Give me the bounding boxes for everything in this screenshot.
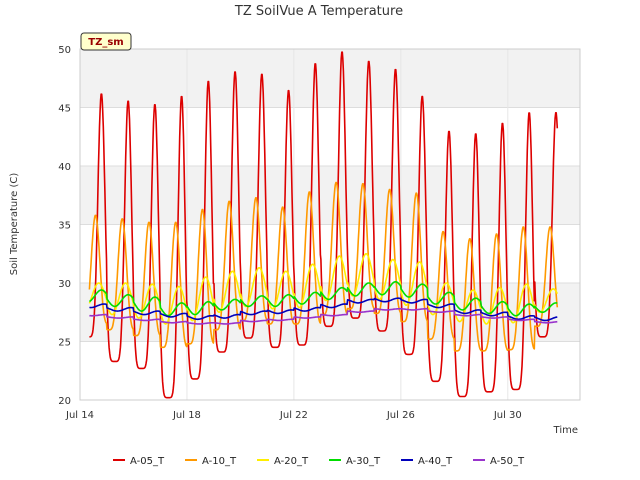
- x-tick-label: Jul 30: [493, 410, 522, 421]
- background-band: [80, 49, 580, 108]
- series-lines: [88, 51, 559, 399]
- x-tick-label: Jul 26: [386, 410, 415, 421]
- badge-box: [80, 32, 132, 51]
- y-axis-title: Soil Temperature (C): [9, 173, 20, 276]
- y-tick-label: 45: [58, 104, 71, 115]
- x-tick-label: Jul 18: [172, 410, 201, 421]
- series-line-A-40_T: [89, 297, 558, 322]
- background-band: [80, 166, 580, 225]
- y-tick-label: 25: [58, 338, 71, 349]
- y-tick-label: 40: [58, 162, 71, 173]
- badge: TZ_sm: [80, 32, 132, 51]
- y-tick-label: 30: [58, 279, 71, 290]
- series-line-A-50_T: [89, 307, 558, 325]
- y-tick-label: 20: [58, 396, 71, 407]
- legend-label: A-40_T: [418, 456, 453, 467]
- legend-label: A-50_T: [490, 456, 525, 467]
- y-axis: 20 25 30 35 40 45 50: [58, 45, 71, 407]
- legend-label: A-30_T: [346, 456, 381, 467]
- x-tick-label: Jul 22: [279, 410, 308, 421]
- legend-label: A-20_T: [274, 456, 309, 467]
- legend: A-05_T A-10_T A-20_T A-30_T A-40_T A-50_T: [113, 456, 525, 467]
- x-axis: Jul 14 Jul 18 Jul 22 Jul 26 Jul 30: [65, 410, 522, 421]
- y-tick-label: 35: [58, 221, 71, 232]
- plot-frame: [79, 48, 581, 401]
- x-axis-title: Time: [553, 425, 578, 436]
- legend-label: A-10_T: [202, 456, 237, 467]
- y-tick-label: 50: [58, 45, 71, 56]
- chart-title: TZ SoilVue A Temperature: [234, 4, 403, 19]
- x-tick-label: Jul 14: [65, 410, 94, 421]
- legend-label: A-05_T: [130, 456, 165, 467]
- badge-label: TZ_sm: [88, 37, 123, 48]
